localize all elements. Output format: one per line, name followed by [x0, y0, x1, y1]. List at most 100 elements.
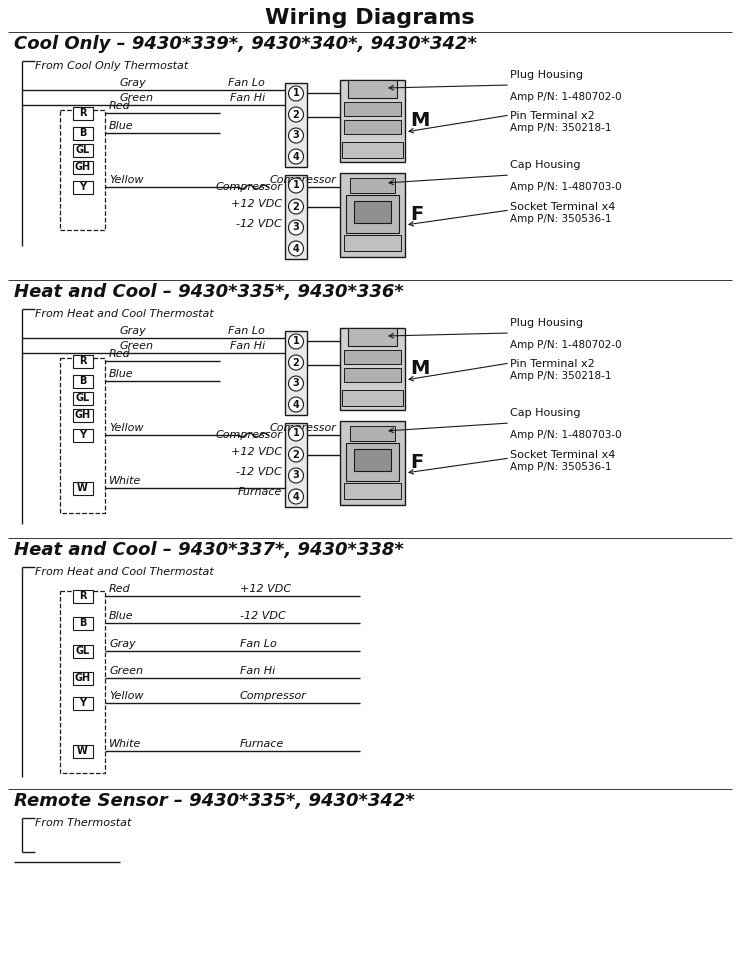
Bar — [73, 374, 92, 388]
Bar — [73, 671, 92, 684]
Text: Heat and Cool – 9430*337*, 9430*338*: Heat and Cool – 9430*337*, 9430*338* — [14, 541, 404, 559]
Text: Fan Hi: Fan Hi — [229, 341, 265, 351]
Text: Wiring Diagrams: Wiring Diagrams — [265, 8, 475, 28]
Text: B: B — [79, 376, 86, 386]
Bar — [348, 80, 397, 98]
Bar — [344, 350, 401, 364]
Text: Yellow: Yellow — [109, 423, 144, 433]
Text: 4: 4 — [292, 399, 300, 410]
Text: B: B — [79, 128, 86, 138]
Bar — [285, 331, 307, 415]
Circle shape — [289, 447, 303, 462]
Bar — [346, 195, 399, 233]
Bar — [73, 482, 92, 494]
Circle shape — [289, 128, 303, 143]
Bar — [346, 443, 399, 481]
Text: Pin Terminal x2: Pin Terminal x2 — [510, 359, 595, 369]
Bar — [354, 449, 391, 471]
Circle shape — [289, 178, 303, 193]
Circle shape — [289, 468, 303, 483]
Text: 1: 1 — [292, 337, 300, 347]
Text: Remote Sensor – 9430*335*, 9430*342*: Remote Sensor – 9430*335*, 9430*342* — [14, 792, 414, 810]
Bar — [285, 83, 307, 167]
Text: 2: 2 — [292, 449, 300, 460]
Bar — [285, 175, 307, 259]
Bar — [344, 120, 401, 134]
Text: W: W — [77, 746, 88, 756]
Bar — [73, 160, 92, 174]
Text: Fan Hi: Fan Hi — [229, 93, 265, 103]
Text: Fan Lo: Fan Lo — [228, 326, 265, 336]
Bar — [60, 110, 105, 230]
Text: +12 VDC: +12 VDC — [231, 447, 282, 457]
Bar — [340, 328, 405, 410]
Text: Amp P/N: 350218-1: Amp P/N: 350218-1 — [510, 123, 611, 133]
Text: 4: 4 — [292, 492, 300, 501]
Bar — [73, 409, 92, 421]
Text: 2: 2 — [292, 109, 300, 119]
Bar — [354, 201, 391, 223]
Bar — [73, 589, 92, 603]
Text: Green: Green — [120, 341, 154, 351]
Bar — [350, 426, 395, 441]
Text: F: F — [410, 453, 423, 472]
Bar — [350, 178, 395, 193]
Bar — [344, 235, 401, 251]
Text: From Heat and Cool Thermostat: From Heat and Cool Thermostat — [35, 309, 214, 319]
Text: Green: Green — [109, 666, 143, 676]
Text: 2: 2 — [292, 357, 300, 368]
Text: Blue: Blue — [109, 121, 134, 131]
Text: Red: Red — [109, 584, 131, 594]
Bar — [348, 328, 397, 346]
Bar — [344, 368, 401, 382]
Text: 3: 3 — [292, 378, 300, 389]
Text: R: R — [78, 108, 87, 118]
Text: Compressor: Compressor — [270, 423, 337, 433]
Text: Fan Hi: Fan Hi — [240, 666, 275, 676]
Text: R: R — [78, 356, 87, 366]
Text: W: W — [77, 483, 88, 493]
Bar — [342, 142, 403, 158]
Text: Socket Terminal x4: Socket Terminal x4 — [510, 202, 616, 212]
Text: Furnace: Furnace — [240, 739, 284, 749]
Text: White: White — [109, 476, 141, 486]
Text: Plug Housing: Plug Housing — [510, 318, 583, 328]
Text: Gray: Gray — [120, 78, 147, 88]
Text: Gray: Gray — [109, 639, 135, 649]
Text: 2: 2 — [292, 202, 300, 211]
Text: Pin Terminal x2: Pin Terminal x2 — [510, 111, 595, 121]
Text: Compressor: Compressor — [270, 175, 337, 185]
Circle shape — [289, 397, 303, 412]
Text: 4: 4 — [292, 244, 300, 253]
Text: GH: GH — [75, 410, 90, 420]
Circle shape — [289, 241, 303, 256]
Text: -12 VDC: -12 VDC — [240, 611, 286, 621]
Bar — [73, 616, 92, 630]
Text: GL: GL — [75, 145, 90, 155]
Text: Y: Y — [79, 182, 86, 192]
Bar — [60, 591, 105, 773]
Text: GL: GL — [75, 646, 90, 656]
Text: GL: GL — [75, 393, 90, 403]
Bar — [340, 173, 405, 257]
Text: Amp P/N: 350536-1: Amp P/N: 350536-1 — [510, 214, 611, 224]
Text: Fan Lo: Fan Lo — [240, 639, 277, 649]
Text: Y: Y — [79, 698, 86, 708]
Text: 3: 3 — [292, 131, 300, 140]
Text: From Cool Only Thermostat: From Cool Only Thermostat — [35, 61, 188, 71]
Text: Yellow: Yellow — [109, 175, 144, 185]
Text: 1: 1 — [292, 88, 300, 99]
Text: M: M — [410, 359, 429, 378]
Text: Amp P/N: 1-480703-0: Amp P/N: 1-480703-0 — [510, 182, 622, 192]
Text: Gray: Gray — [120, 326, 147, 336]
Text: GH: GH — [75, 673, 90, 683]
Text: Cap Housing: Cap Housing — [510, 408, 580, 418]
Text: Fan Lo: Fan Lo — [228, 78, 265, 88]
Circle shape — [289, 199, 303, 214]
Text: Blue: Blue — [109, 611, 134, 621]
Text: Red: Red — [109, 349, 131, 359]
Text: Cap Housing: Cap Housing — [510, 160, 580, 170]
Text: Cool Only – 9430*339*, 9430*340*, 9430*342*: Cool Only – 9430*339*, 9430*340*, 9430*3… — [14, 35, 477, 53]
Bar — [73, 644, 92, 658]
Circle shape — [289, 376, 303, 391]
